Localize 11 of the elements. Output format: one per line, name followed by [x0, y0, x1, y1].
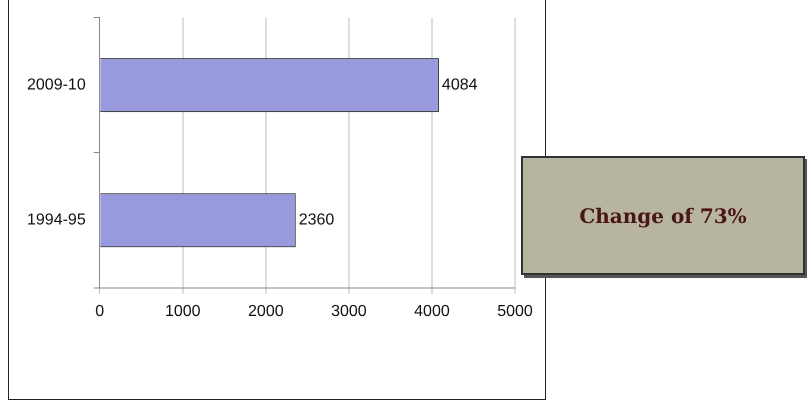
- x-tick-label: 0: [95, 302, 104, 320]
- data-label: 4084: [442, 76, 478, 94]
- x-tick-label: 5000: [497, 302, 533, 320]
- text: Change of 73%: [521, 156, 805, 275]
- x-tick-label: 2000: [248, 302, 284, 320]
- x-tick-label: 3000: [331, 302, 367, 320]
- y-tick-label: 1994-95: [27, 212, 86, 229]
- x-tick-label: 4000: [414, 302, 450, 320]
- data-label: 2360: [298, 212, 334, 229]
- y-tick-label: 2009-10: [27, 76, 86, 94]
- x-tick-label: 1000: [164, 302, 201, 320]
